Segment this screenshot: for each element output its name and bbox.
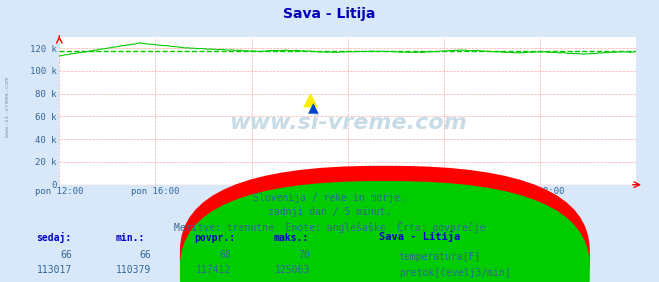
Text: www.si-vreme.com: www.si-vreme.com bbox=[229, 113, 467, 133]
Text: temperatura[F]: temperatura[F] bbox=[399, 252, 481, 262]
Text: 113017: 113017 bbox=[38, 265, 72, 275]
Text: pretok[čevelj3/min]: pretok[čevelj3/min] bbox=[399, 267, 510, 278]
Text: Sava - Litija: Sava - Litija bbox=[379, 231, 460, 242]
Text: Sava - Litija: Sava - Litija bbox=[283, 7, 376, 21]
Text: ▲: ▲ bbox=[302, 89, 318, 108]
Text: povpr.:: povpr.: bbox=[194, 233, 235, 243]
Text: ▲: ▲ bbox=[308, 101, 318, 115]
Text: maks.:: maks.: bbox=[273, 233, 308, 243]
Text: 68: 68 bbox=[219, 250, 231, 260]
Text: 110379: 110379 bbox=[117, 265, 152, 275]
Text: min.:: min.: bbox=[115, 233, 145, 243]
Text: www.si-vreme.com: www.si-vreme.com bbox=[5, 77, 11, 137]
Text: 66: 66 bbox=[61, 250, 72, 260]
Text: 66: 66 bbox=[140, 250, 152, 260]
Text: Slovenija / reke in morje.: Slovenija / reke in morje. bbox=[253, 193, 406, 203]
Text: Meritve: trenutne  Enote: anglešaške  Črta: povprečje: Meritve: trenutne Enote: anglešaške Črta… bbox=[174, 221, 485, 233]
Text: 125063: 125063 bbox=[275, 265, 310, 275]
Text: 70: 70 bbox=[298, 250, 310, 260]
Text: 117412: 117412 bbox=[196, 265, 231, 275]
Text: zadnji dan / 5 minut.: zadnji dan / 5 minut. bbox=[268, 207, 391, 217]
Text: sedaj:: sedaj: bbox=[36, 232, 71, 243]
